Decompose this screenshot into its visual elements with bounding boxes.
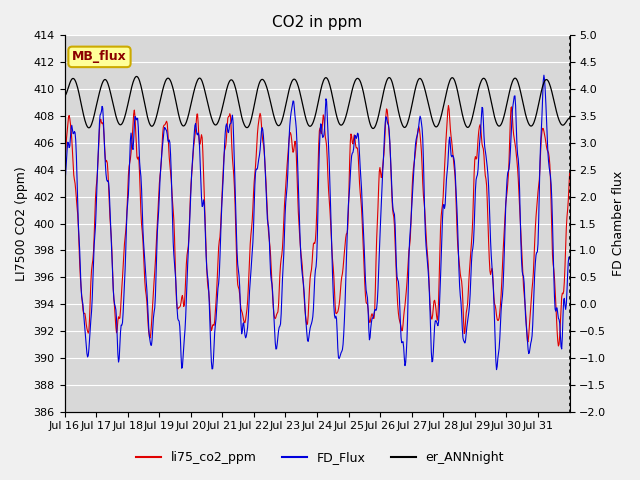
Legend: li75_co2_ppm, FD_Flux, er_ANNnight: li75_co2_ppm, FD_Flux, er_ANNnight	[131, 446, 509, 469]
Y-axis label: FD Chamber flux: FD Chamber flux	[612, 171, 625, 276]
Y-axis label: LI7500 CO2 (ppm): LI7500 CO2 (ppm)	[15, 166, 28, 281]
Text: MB_flux: MB_flux	[72, 50, 127, 63]
Title: CO2 in ppm: CO2 in ppm	[272, 15, 362, 30]
